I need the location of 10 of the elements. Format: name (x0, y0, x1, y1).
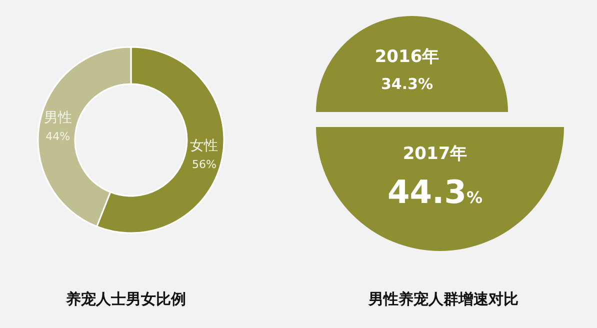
data-label: 34.3% (380, 74, 434, 93)
data-label: 56% (192, 158, 216, 171)
data-label: 44% (46, 130, 70, 144)
category-label: 2017年 (402, 144, 468, 164)
text: 男性养宠人群增速对比 (367, 290, 520, 309)
data-label: 44.3% (388, 173, 482, 212)
slice-label: 男性 (44, 110, 72, 126)
slice-label: 女性 (190, 138, 218, 154)
text: 养宠人士男女比例 (64, 290, 187, 309)
category-label: 2016年 (374, 46, 440, 67)
